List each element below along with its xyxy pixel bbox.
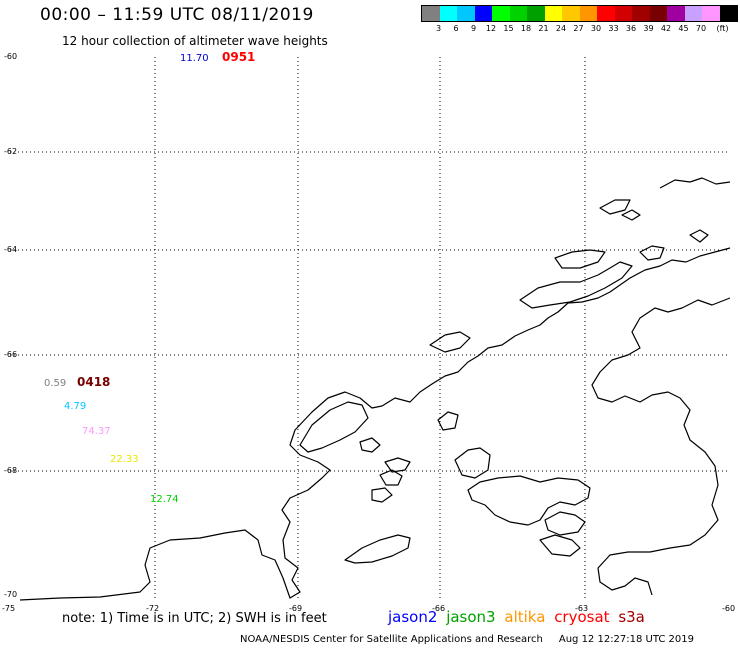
legend-swatch [684, 6, 702, 21]
legend-swatch [667, 6, 685, 21]
legend-swatch [474, 6, 492, 21]
legend-swatch [544, 6, 562, 21]
legend-labels: 3 6 9 12 15 18 21 24 27 30 33 36 39 42 45 70 (ft) [421, 22, 738, 34]
lon-label: -66 [432, 604, 445, 613]
satellite-legend: jason2 jason3 altika cryosat s3a [388, 608, 649, 626]
observation-value: 11.70 [180, 53, 209, 64]
legend-tick-label: 15 [503, 24, 514, 33]
observation-time: 0951 [222, 50, 255, 64]
graticule [10, 57, 730, 600]
satellite-s3a: s3a [618, 608, 645, 626]
legend-unit-label: (ft) [716, 24, 729, 33]
lat-label: -68 [4, 466, 17, 475]
legend-swatch [457, 6, 475, 21]
legend-swatch [649, 6, 667, 21]
legend-swatch [702, 6, 720, 21]
legend-swatch [439, 6, 457, 21]
lon-label: -60 [722, 604, 735, 613]
lon-label: -72 [146, 604, 159, 613]
legend-tick-label: 12 [485, 24, 497, 33]
legend-tick-label: 70 [695, 24, 707, 33]
legend-swatches [421, 5, 738, 22]
lat-label: -60 [4, 52, 17, 61]
color-legend: 3 6 9 12 15 18 21 24 27 30 33 36 39 42 45 70 (ft) [421, 5, 738, 34]
legend-tick-label: 9 [470, 24, 477, 33]
observation-value: 12.74 [150, 494, 179, 505]
generated-timestamp: Aug 12 12:27:18 UTC 2019 [558, 634, 695, 645]
legend-tick-label: 45 [678, 24, 689, 33]
legend-swatch [422, 6, 440, 21]
legend-tick-label: 24 [555, 24, 567, 33]
satellite-jason2: jason2 [388, 608, 438, 626]
satellite-jason3: jason3 [446, 608, 496, 626]
observation-value: 22.33 [110, 454, 139, 465]
satellite-altika: altika [504, 608, 546, 626]
lon-label: -69 [289, 604, 302, 613]
legend-tick-label: 33 [608, 24, 619, 33]
legend-tick-label: 36 [625, 24, 637, 33]
coastline [19, 177, 731, 601]
legend-swatch [492, 6, 510, 21]
legend-tick-label: 3 [435, 24, 442, 33]
longitude-axis: -75 -72 -69 -66 -63 -60 [2, 604, 735, 613]
latitude-axis: -60 -62 -64 -66 -68 -70 [4, 52, 17, 599]
legend-tick-label: 30 [590, 24, 602, 33]
lon-label: -63 [575, 604, 588, 613]
legend-tick-label: 42 [660, 24, 672, 33]
map-subtitle: 12 hour collection of altimeter wave hei… [62, 34, 328, 48]
lat-label: -64 [4, 245, 17, 254]
legend-swatch [527, 6, 545, 21]
legend-tick-label: 6 [453, 24, 459, 33]
legend-swatch [562, 6, 580, 21]
observation-value: 0.59 [44, 378, 66, 389]
lat-label: -62 [4, 147, 17, 156]
legend-swatch [579, 6, 597, 21]
observation-value: 74.37 [82, 426, 111, 437]
lat-label: -70 [4, 590, 17, 599]
footer-note: note: 1) Time is in UTC; 2) SWH is in fe… [62, 611, 327, 626]
observation-time: 0418 [77, 375, 110, 389]
lat-label: -66 [4, 350, 17, 359]
satellite-cryosat: cryosat [554, 608, 610, 626]
credit-text: NOAA/NESDIS Center for Satellite Applica… [240, 634, 543, 645]
legend-swatch [719, 6, 737, 21]
observation-value: 4.79 [64, 401, 86, 412]
legend-tick-label: 18 [520, 24, 532, 33]
credit-line: NOAA/NESDIS Center for Satellite Applica… [240, 634, 694, 645]
lon-label: -75 [2, 604, 15, 613]
legend-swatch [509, 6, 527, 21]
legend-swatch [597, 6, 615, 21]
legend-swatch [614, 6, 632, 21]
legend-tick-label: 39 [643, 24, 654, 33]
altimeter-observations: 11.70 0951 0.59 0418 4.79 74.37 22.33 12… [44, 50, 255, 505]
map-title: 00:00 – 11:59 UTC 08/11/2019 [40, 5, 314, 25]
legend-swatch [632, 6, 650, 21]
legend-tick-label: 27 [573, 24, 584, 33]
legend-tick-label: 21 [538, 24, 549, 33]
